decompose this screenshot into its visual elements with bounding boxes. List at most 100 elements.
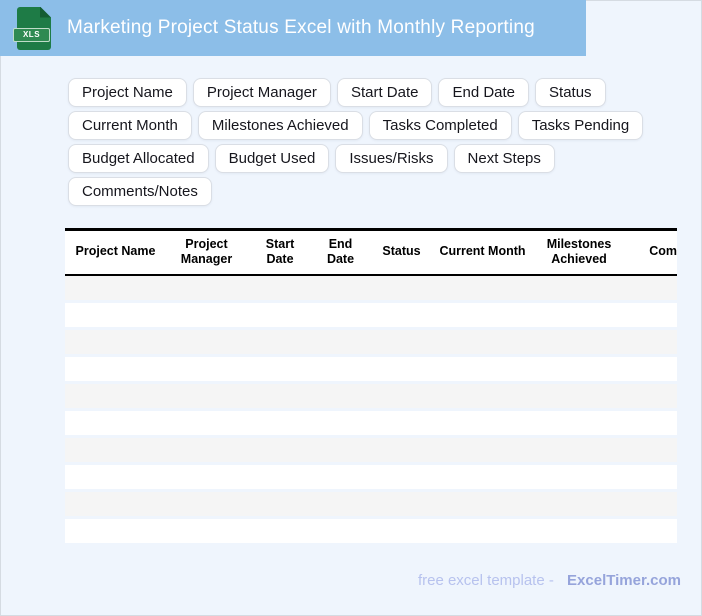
footer: free excel template - ExcelTimer.com [0,572,681,589]
empty-cell [628,436,677,464]
chip-milestones-achieved[interactable]: Milestones Achieved [197,111,363,140]
table-row [65,463,677,491]
column-header-start-date: Start Date [247,229,313,276]
empty-cell [313,274,368,302]
empty-cell [368,328,435,356]
file-fold-shadow [40,6,51,18]
column-header-milestones-achieved: Milestones Achieved [530,229,628,276]
footer-brand-link[interactable]: ExcelTimer.com [567,572,681,589]
table-body [65,274,677,545]
empty-cell [247,328,313,356]
empty-cell [65,436,166,464]
empty-cell [65,517,166,545]
empty-cell [530,274,628,302]
empty-cell [368,274,435,302]
empty-cell [628,274,677,302]
column-header-status: Status [368,229,435,276]
table-row [65,436,677,464]
empty-cell [628,490,677,518]
empty-cell [368,436,435,464]
empty-cell [628,409,677,437]
chip-tasks-pending[interactable]: Tasks Pending [517,111,644,140]
column-chip-list: Project Name Project Manager Start Date End… [68,78,682,206]
chip-tasks-completed[interactable]: Tasks Completed [368,111,512,140]
empty-cell [368,301,435,329]
empty-cell [530,517,628,545]
table-row [65,382,677,410]
table-row [65,355,677,383]
empty-cell [530,490,628,518]
empty-cell [247,409,313,437]
chip-project-manager[interactable]: Project Manager [192,78,331,107]
empty-cell [247,517,313,545]
table-row [65,328,677,356]
footer-tagline: free excel template - [417,572,554,589]
empty-cell [628,517,677,545]
empty-cell [313,382,368,410]
empty-cell [435,436,530,464]
empty-cell [247,274,313,302]
empty-cell [65,355,166,383]
empty-cell [530,382,628,410]
empty-cell [530,436,628,464]
table-header-row: Project Name Project Manager Start Date End… [65,229,677,276]
xls-file-icon: XLS [13,6,51,50]
empty-cell [368,517,435,545]
empty-cell [628,382,677,410]
empty-cell [313,355,368,383]
empty-cell [247,490,313,518]
chip-next-steps[interactable]: Next Steps [453,144,555,173]
empty-cell [435,463,530,491]
table-row [65,409,677,437]
empty-cell [65,382,166,410]
column-header-end-date: End Date [313,229,368,276]
empty-cell [247,382,313,410]
empty-cell [166,436,247,464]
empty-cell [628,328,677,356]
empty-cell [166,490,247,518]
empty-cell [435,490,530,518]
empty-cell [166,382,247,410]
chip-comments-notes[interactable]: Comments/Notes [68,177,212,206]
empty-cell [166,301,247,329]
empty-cell [628,355,677,383]
chip-start-date[interactable]: Start Date [336,78,433,107]
empty-cell [530,301,628,329]
empty-cell [368,463,435,491]
chip-status[interactable]: Status [535,78,606,107]
column-header-com: Com [628,229,677,276]
empty-cell [166,274,247,302]
chip-issues-risks[interactable]: Issues/Risks [335,144,448,173]
empty-cell [166,409,247,437]
empty-cell [530,463,628,491]
chip-budget-used[interactable]: Budget Used [214,144,330,173]
chip-end-date[interactable]: End Date [438,78,530,107]
empty-cell [247,463,313,491]
app-header: XLS Marketing Project Status Excel with … [0,0,586,56]
empty-cell [65,409,166,437]
chip-current-month[interactable]: Current Month [68,111,192,140]
empty-cell [166,355,247,383]
empty-cell [435,301,530,329]
chip-project-name[interactable]: Project Name [68,78,187,107]
table-row [65,274,677,302]
empty-cell [530,355,628,383]
table-row [65,517,677,545]
empty-cell [65,274,166,302]
empty-cell [313,301,368,329]
empty-cell [628,463,677,491]
empty-cell [435,382,530,410]
empty-cell [247,301,313,329]
table-row [65,490,677,518]
empty-cell [166,517,247,545]
empty-cell [368,355,435,383]
empty-cell [368,382,435,410]
empty-cell [247,436,313,464]
empty-cell [166,463,247,491]
empty-cell [313,328,368,356]
empty-cell [65,328,166,356]
chip-budget-allocated[interactable]: Budget Allocated [68,144,209,173]
page-title: Marketing Project Status Excel with Mont… [67,17,535,38]
empty-cell [247,355,313,383]
empty-cell [313,517,368,545]
